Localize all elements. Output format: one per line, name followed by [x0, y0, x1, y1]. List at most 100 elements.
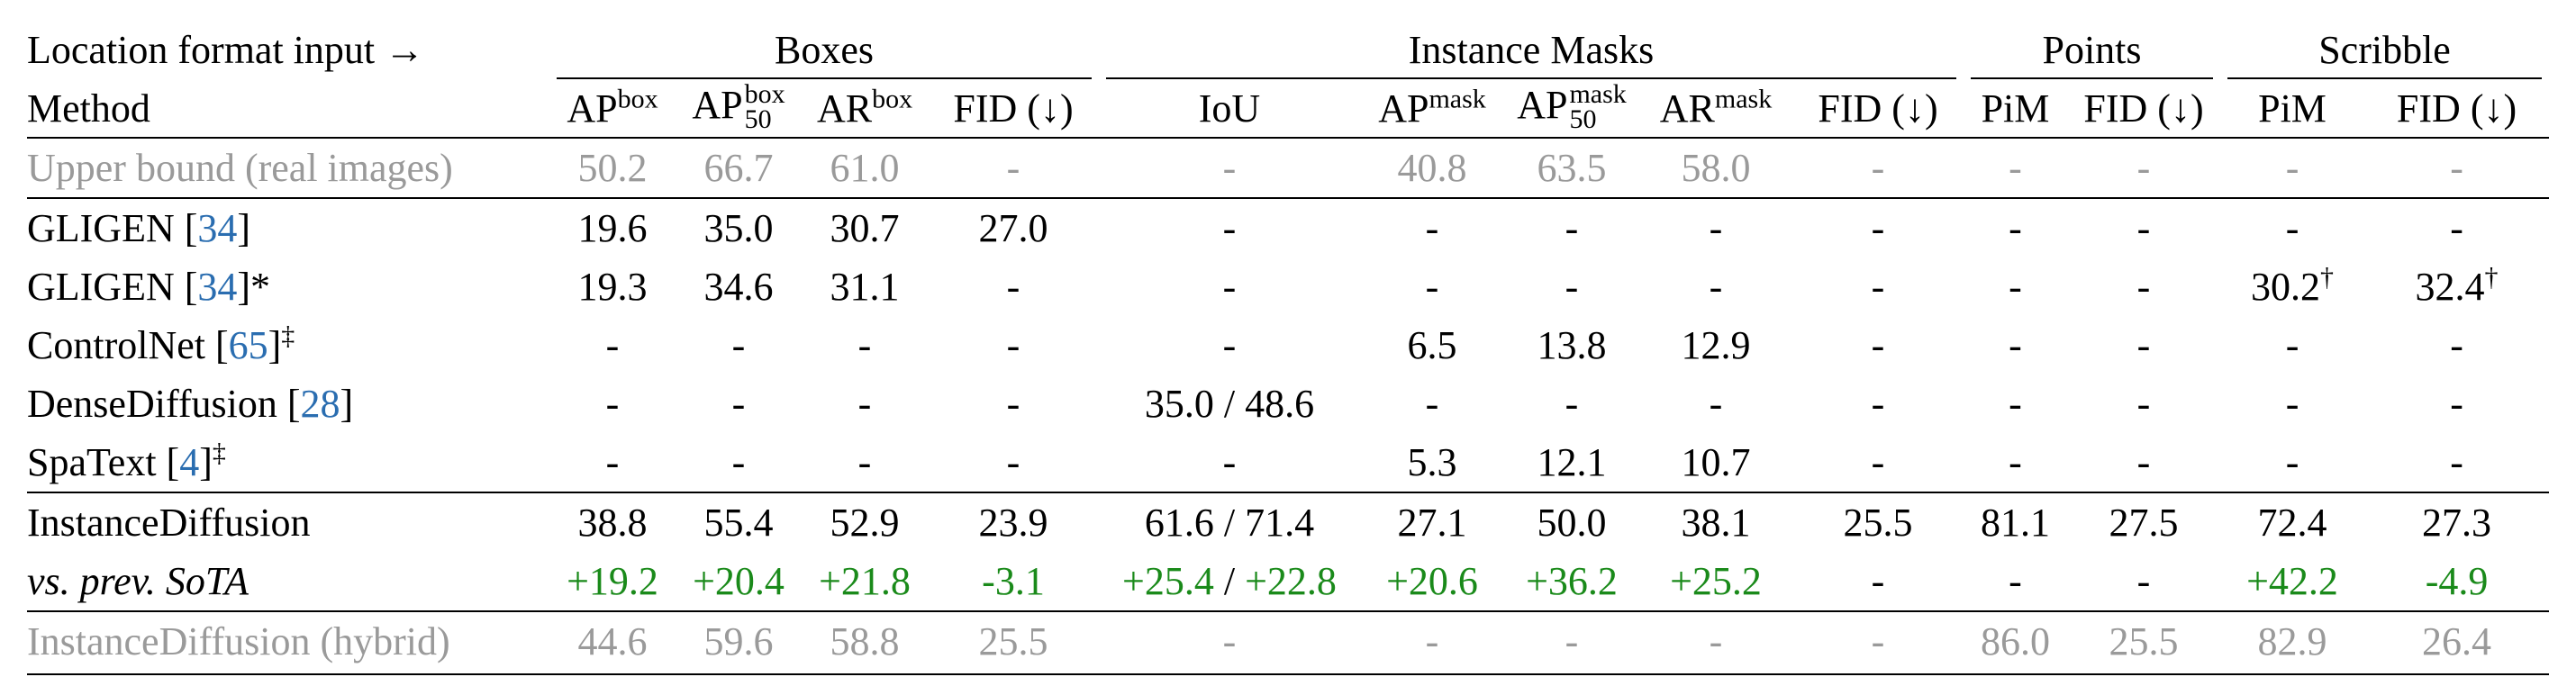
cell: -: [1871, 265, 1885, 309]
citation-link[interactable]: 65: [228, 323, 268, 367]
cell: 10.7: [1681, 440, 1751, 484]
cell: -: [2136, 440, 2151, 484]
cell: -: [1871, 323, 1885, 367]
cell: -: [2136, 382, 2151, 426]
cell: 23.9: [928, 492, 1099, 552]
cell: -: [1006, 382, 1020, 426]
row-spatext: SpaText [4]‡ - - - - - 5.3 12.1 10.7 - -…: [27, 433, 2549, 492]
group-instance-masks: Instance Masks: [1099, 20, 1964, 79]
cell: -: [2285, 440, 2299, 484]
cell: 58.8: [802, 610, 928, 671]
cell: 30.7: [802, 197, 928, 257]
col-ar-mask: ARmask: [1639, 79, 1792, 139]
col-fid-box: FID (↓): [928, 79, 1099, 139]
col-ap50-mask: AP mask 50: [1504, 79, 1639, 139]
cell: -: [1565, 382, 1579, 426]
cell: 55.4: [676, 492, 802, 552]
citation-link[interactable]: 4: [179, 440, 200, 484]
cell: -: [1099, 197, 1360, 257]
cell: -: [1709, 265, 1723, 309]
cell: +25.4 / +22.8: [1122, 559, 1337, 603]
cell: -: [1504, 197, 1639, 257]
col-fid-mask: FID (↓): [1792, 79, 1964, 139]
cell: -: [1709, 382, 1723, 426]
cell: -: [2009, 323, 2022, 367]
row-instancediffusion: InstanceDiffusion 38.8 55.4 52.9 23.9 61…: [27, 492, 2550, 552]
cell: 30.2†: [2251, 262, 2335, 309]
cell: -: [1222, 323, 1237, 367]
cell: 38.8: [549, 492, 676, 552]
cell: -: [1099, 610, 1360, 671]
cell: 58.0: [1681, 146, 1751, 190]
cell: -: [2136, 265, 2151, 309]
cell: -: [1792, 197, 1964, 257]
cell: 81.1: [1964, 492, 2067, 552]
cell: -: [2285, 323, 2299, 367]
cell: 82.9: [2220, 610, 2365, 671]
cell: 27.1: [1360, 492, 1504, 552]
cell: -: [1360, 610, 1504, 671]
cell: -: [2009, 265, 2022, 309]
citation-link[interactable]: 34: [197, 265, 238, 309]
cell: 34.6: [703, 265, 774, 309]
cell: +25.2: [1670, 559, 1762, 603]
cell: -: [2364, 197, 2550, 257]
cell: 27.3: [2364, 492, 2550, 552]
cell: 50.0: [1504, 492, 1639, 552]
cell: 35.0: [676, 197, 802, 257]
cell: -: [731, 323, 746, 367]
cell: -: [1792, 610, 1964, 671]
col-pim-points: PiM: [1964, 79, 2067, 139]
group-points: Points: [1964, 20, 2220, 79]
row-label: DenseDiffusion [28]: [27, 382, 354, 426]
cell: -: [1006, 265, 1020, 309]
cell: -: [2009, 382, 2022, 426]
cell: -: [1871, 559, 1885, 603]
results-table: Location format input → Boxes Instance M…: [27, 20, 2550, 671]
cell: 12.1: [1537, 440, 1607, 484]
row-densediffusion: DenseDiffusion [28] - - - - 35.0 / 48.6 …: [27, 375, 2549, 433]
citation-link[interactable]: 34: [197, 206, 238, 250]
bottom-rule: [27, 673, 2549, 675]
cell: -: [731, 382, 746, 426]
cell: 50.2: [577, 146, 648, 190]
cell: 13.8: [1537, 323, 1607, 367]
group-scribble: Scribble: [2220, 20, 2549, 79]
cell: -: [857, 323, 872, 367]
citation-link[interactable]: 28: [300, 382, 340, 426]
cell: 44.6: [549, 610, 676, 671]
cell: -: [1565, 265, 1579, 309]
cell: +20.6: [1386, 559, 1478, 603]
cell: 72.4: [2220, 492, 2365, 552]
cell: -: [605, 323, 620, 367]
location-format-header: Location format input →: [27, 27, 425, 72]
col-ap50-box: AP box 50: [676, 79, 802, 139]
cell: -: [1639, 197, 1792, 257]
cell: -: [2220, 197, 2365, 257]
col-ap-box: APbox: [549, 79, 676, 139]
row-label: ControlNet [65]‡: [27, 320, 295, 367]
cell: -: [1964, 197, 2067, 257]
row-label: Upper bound (real images): [27, 146, 453, 190]
cell: 40.8: [1397, 146, 1467, 190]
cell: 25.5: [2067, 610, 2221, 671]
col-fid-scribble: FID (↓): [2364, 79, 2550, 139]
cell: 59.6: [676, 610, 802, 671]
row-label: InstanceDiffusion (hybrid): [27, 610, 549, 671]
cell: -: [2450, 323, 2463, 367]
cell: 61.6 / 71.4: [1099, 492, 1360, 552]
cell: -: [2067, 197, 2221, 257]
col-pim-scribble: PiM: [2220, 79, 2365, 139]
cell: -: [1006, 323, 1020, 367]
cell: -: [1871, 146, 1885, 190]
cell: -: [2450, 440, 2463, 484]
row-label: GLIGEN [34]: [27, 197, 549, 257]
cell: -: [2285, 382, 2299, 426]
cell: 63.5: [1537, 146, 1607, 190]
cell: -: [605, 382, 620, 426]
cell: 61.0: [830, 146, 900, 190]
col-iou: IoU: [1099, 79, 1360, 139]
cell: +36.2: [1526, 559, 1618, 603]
cell: -: [2009, 559, 2022, 603]
cell: -3.1: [982, 559, 1045, 603]
